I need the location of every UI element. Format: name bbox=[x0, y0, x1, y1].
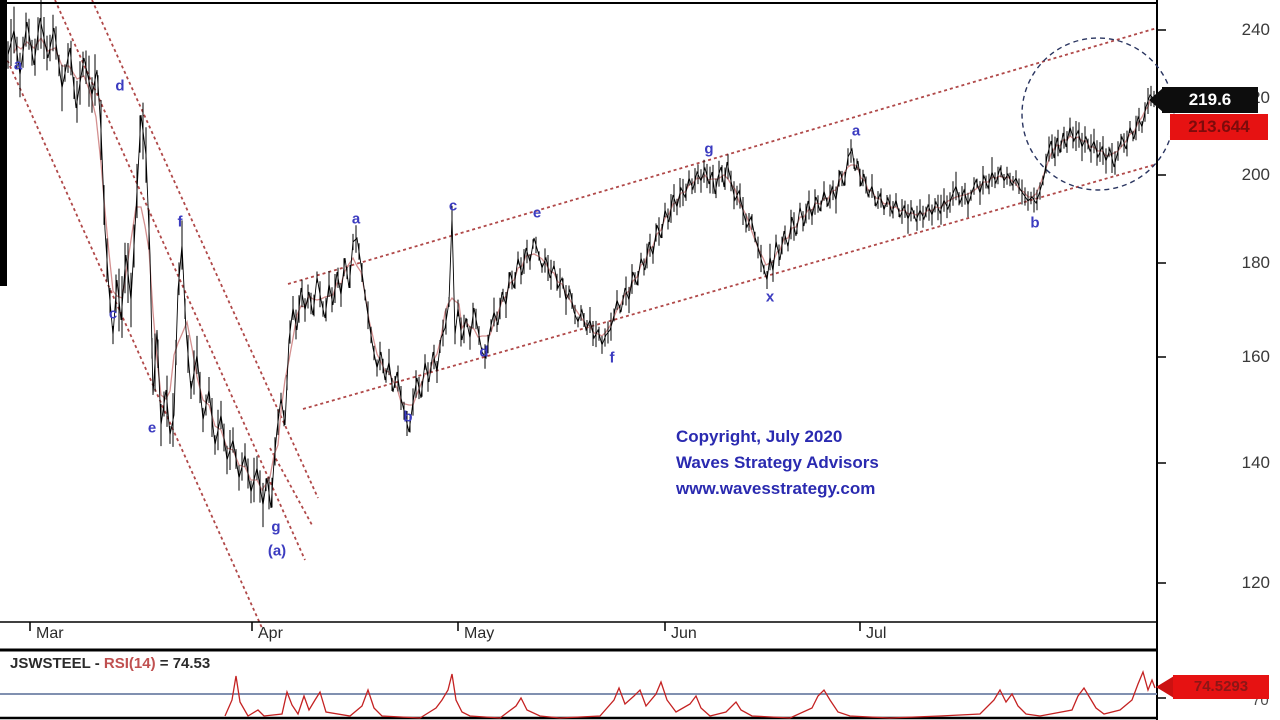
y-axis-label: 160 bbox=[1241, 347, 1270, 366]
wave-label-c: c bbox=[108, 305, 118, 323]
trend-line bbox=[91, 0, 319, 499]
wave-label-c: c bbox=[448, 197, 458, 215]
x-axis-label: Jul bbox=[866, 625, 887, 642]
trend-line bbox=[269, 447, 313, 526]
wave-label-a: a bbox=[851, 122, 861, 140]
rsi-indicator-title: JSWSTEEL - RSI(14) = 74.53 bbox=[10, 655, 210, 672]
wave-label-d: d bbox=[479, 343, 489, 361]
y-axis-label: 180 bbox=[1241, 253, 1270, 272]
last-price-tag-arrow-icon bbox=[1149, 88, 1163, 112]
wave-label-a: a bbox=[351, 210, 361, 228]
left-border-strip bbox=[0, 0, 7, 286]
rsi-tag-arrow-icon bbox=[1156, 676, 1174, 698]
last-price-tag: 219.6 bbox=[1162, 87, 1258, 113]
axes-borders bbox=[0, 0, 1166, 720]
x-axis-label: Jun bbox=[671, 625, 697, 642]
wave-label-d: d bbox=[115, 77, 125, 95]
wave-label-a: (a) bbox=[267, 542, 287, 560]
alert-price-tag: 213.644 bbox=[1170, 114, 1268, 140]
wave-label-e: e bbox=[147, 419, 157, 437]
rsi-value-tag: 74.5293 bbox=[1173, 675, 1269, 699]
highlight-circle bbox=[1021, 37, 1175, 191]
rsi-indicator-label: RSI(14) bbox=[103, 655, 156, 672]
rsi-symbol-label: JSWSTEEL - bbox=[10, 655, 104, 672]
trend-line bbox=[302, 163, 1158, 410]
trend-line bbox=[54, 0, 306, 561]
wave-label-b: b bbox=[403, 408, 413, 426]
rsi-curve bbox=[224, 670, 1156, 719]
price-line bbox=[7, 17, 1155, 509]
x-axis-label: Apr bbox=[258, 625, 283, 642]
price-bars bbox=[7, 0, 1155, 528]
x-axis-label: May bbox=[464, 625, 495, 642]
price-series bbox=[7, 0, 1155, 528]
y-axis-label: 200 bbox=[1241, 165, 1270, 184]
watermark-website: www.wavesstrategy.com bbox=[676, 479, 876, 498]
wave-label-x: x bbox=[765, 288, 775, 306]
trend-channel-lines bbox=[4, 0, 1158, 629]
trend-line bbox=[287, 27, 1158, 285]
trend-line bbox=[4, 54, 263, 629]
x-axis-label: Mar bbox=[36, 625, 64, 642]
wave-label-f: f bbox=[609, 349, 615, 367]
rsi-value-label: = 74.53 bbox=[155, 655, 211, 672]
watermark-company: Waves Strategy Advisors bbox=[676, 453, 879, 472]
wave-label-f: f bbox=[177, 213, 183, 231]
wave-label-g: g bbox=[271, 518, 281, 536]
moving-average-line bbox=[13, 36, 1151, 492]
watermark: Copyright, July 2020 Waves Strategy Advi… bbox=[676, 424, 879, 502]
wave-label-b: b bbox=[1030, 214, 1040, 232]
wave-label-g: g bbox=[704, 140, 714, 158]
wave-label-a: a bbox=[13, 56, 23, 74]
y-axis-label: 120 bbox=[1241, 573, 1270, 592]
y-axis-label: 140 bbox=[1241, 453, 1270, 472]
y-axis-label: 240 bbox=[1241, 20, 1270, 39]
watermark-copyright: Copyright, July 2020 bbox=[676, 427, 843, 446]
wave-label-e: e bbox=[532, 204, 542, 222]
